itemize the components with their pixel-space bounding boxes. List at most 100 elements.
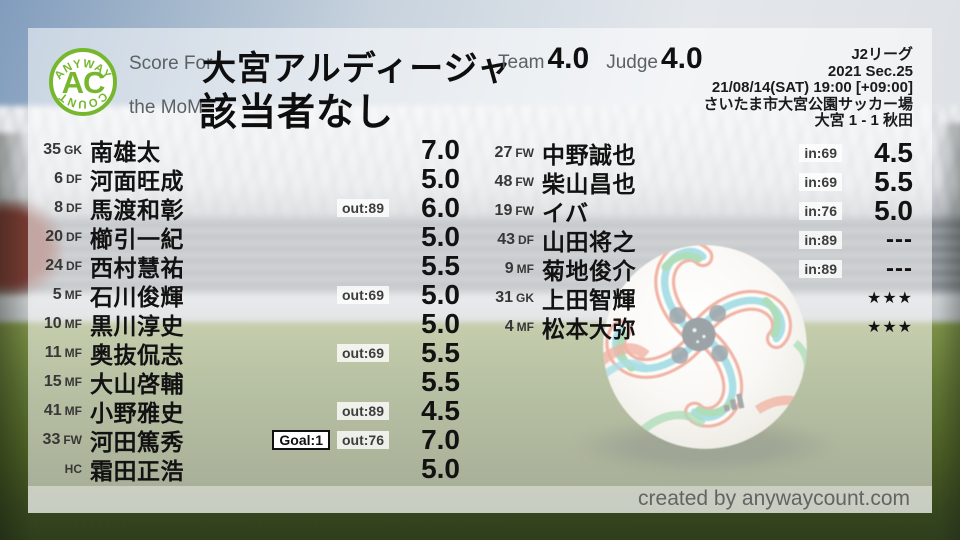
player-position: DF [66,258,82,273]
player-score: 6.0 [421,191,460,223]
player-position: DF [66,229,82,244]
player-row: 41 MF 小野雅史 out:89 4.5 [30,394,460,426]
substitution-badge: out:89 [337,198,389,217]
season-round: 2021 Sec.25 [827,62,913,80]
player-position: DF [66,171,82,186]
player-badges: in:76 [799,201,842,220]
player-badges: in:69 [799,143,842,162]
substitution-badge: in:89 [799,259,842,278]
substitution-badge: out:89 [337,401,389,420]
player-number-position: 19 FW [492,202,534,220]
player-number: 31 [495,288,513,306]
team-score-label: Team [498,52,545,73]
player-number: 35 [43,140,61,158]
player-position: MF [64,316,82,331]
player-position: MF [64,345,82,360]
svg-text:AC: AC [62,65,105,100]
player-number-position: 5 MF [30,286,82,304]
player-number: 20 [45,227,63,245]
player-number: 24 [45,256,63,274]
player-position: FW [63,432,82,447]
player-number-position: 4 MF [492,318,534,336]
judge-score-label: Judge [606,52,658,73]
mom-label: the MoM [129,97,203,118]
player-name: 小野雅史 [90,399,184,426]
team-name: 大宮アルディージャ [202,50,512,88]
footer-band [28,486,932,513]
player-position: MF [516,319,534,334]
player-number-position: 11 MF [30,344,82,362]
player-name: 菊地俊介 [542,257,636,284]
player-number: 41 [43,401,62,419]
player-number-position: 41 MF [30,402,82,420]
substitution-badge: in:69 [799,143,842,162]
created-by-credit: created by anywaycount.com [638,487,910,510]
player-row: 20 DF 櫛引一紀 5.0 [30,221,460,252]
player-position: MF [64,403,82,418]
venue: さいたま市大宮公園サッカー場 [703,95,913,113]
player-position: MF [64,374,82,389]
player-number-position: 24 DF [30,257,82,275]
player-number-position: 33 FW [30,431,82,449]
player-number: 27 [494,143,513,161]
player-position: FW [515,174,534,189]
player-score: 7.0 [421,133,460,165]
player-row: 35 GK 南雄太 7.0 [30,133,460,165]
player-number: 48 [494,172,513,190]
player-name: 山田将之 [542,228,636,255]
player-name: 河田篤秀 [90,428,184,455]
player-badges: out:69 [337,285,389,304]
player-score: --- [886,225,913,253]
player-name: 上田智輝 [542,286,636,313]
player-row: 15 MF 大山啓輔 5.5 [30,365,460,397]
player-number-position: 43 DF [492,231,534,249]
starters-list: 35 GK 南雄太 7.0 6 DF 河面旺成 5.0 8 DF 馬渡和彰 out:89 6.0 20 DF… [30,133,460,484]
player-position: MF [64,287,82,302]
player-score: 5.5 [874,165,913,197]
player-score: 5.5 [421,336,460,368]
player-number: 43 [497,230,515,248]
player-name: 石川俊輝 [90,283,184,310]
substitution-badge: in:89 [799,230,842,249]
kickoff-datetime: 21/08/14(SAT) 19:00 [+09:00] [711,79,913,97]
player-score: ★★★ [866,318,913,336]
player-score: 4.5 [874,136,913,168]
player-row: 19 FW イバ in:76 5.0 [492,194,913,226]
player-row: 8 DF 馬渡和彰 out:89 6.0 [30,191,460,223]
player-position: DF [66,200,82,215]
player-name: 黒川淳史 [90,312,184,339]
player-number: 33 [42,430,61,448]
player-number-position: 10 MF [30,315,82,333]
league-name: J2リーグ [851,46,913,63]
translucent-panel [28,28,932,513]
player-position: HC [64,461,82,476]
player-badges: in:89 [799,259,842,278]
player-name: 馬渡和彰 [90,196,184,223]
player-number: 9 [504,259,514,277]
player-name: 櫛引一紀 [90,225,184,252]
player-number-position: 27 FW [492,144,534,162]
anywaycount-logo: ANYWAY COUNT AC [49,48,117,116]
player-score: 5.0 [421,307,460,339]
player-name: 柴山昌也 [542,170,636,197]
player-number: 19 [494,201,513,219]
player-score: 5.5 [421,365,460,397]
player-number: 15 [43,372,62,390]
player-row: 6 DF 河面旺成 5.0 [30,162,460,194]
player-number: 11 [44,343,62,361]
player-score: 5.0 [874,194,913,226]
player-position: FW [515,203,534,218]
player-score: 5.0 [421,452,460,484]
player-row: 27 FW 中野誠也 in:69 4.5 [492,136,913,168]
player-score: 5.0 [421,162,460,194]
player-badges: in:89 [799,230,842,249]
player-score: 4.5 [421,394,460,426]
player-row: 43 DF 山田将之 in:89 --- [492,225,913,255]
substitution-badge: in:69 [799,172,842,191]
player-name: イバ [542,199,589,226]
player-number-position: 35 GK [30,141,82,159]
player-number: 8 [54,198,63,216]
player-number: 6 [54,169,63,187]
player-position: GK [64,142,82,157]
